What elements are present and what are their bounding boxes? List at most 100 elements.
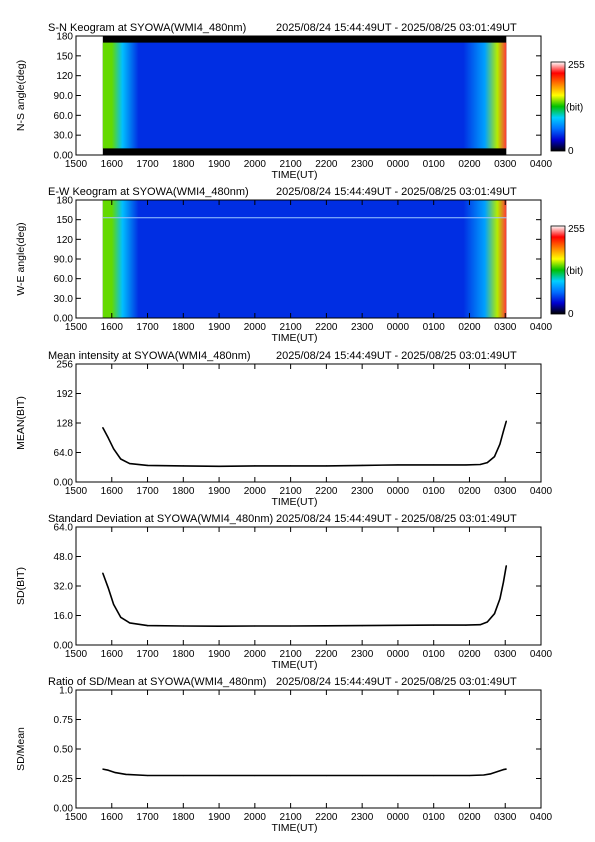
x-tick-label: 2000 [244,159,267,170]
panel-time-range: 2025/08/24 15:44:49UT - 2025/08/25 03:01… [276,186,517,198]
series-point [102,768,104,770]
y-tick-label: 30.0 [54,294,74,305]
x-tick-label: 0200 [458,649,481,660]
y-tick-label: 150 [56,51,73,62]
x-tick-label: 0000 [387,649,410,660]
series-point [102,427,104,429]
y-axis-label: N-S angle(deg) [15,60,27,131]
x-tick-label: 1800 [172,322,195,333]
series-point [218,625,220,627]
panel-3: Mean intensity at SYOWA(WMI4_480nm) 2025/… [15,350,553,508]
series-point [254,625,256,627]
series-point [479,463,481,466]
x-tick-label: 0400 [530,812,553,823]
x-tick-label: 0200 [458,322,481,333]
series-point [129,462,131,465]
x-axis-label: TIME(UT) [271,332,317,344]
series-point [146,774,149,777]
y-tick-label: 0.50 [54,745,74,756]
x-tick-label: 1700 [136,649,159,660]
x-axis-label: TIME(UT) [271,496,317,508]
series-point [505,768,507,770]
series-point [486,621,488,623]
series-point [499,443,501,445]
series-point [125,773,127,775]
y-tick-label: 192 [56,389,73,400]
x-tick-label: 2100 [279,486,302,497]
series-point [361,774,363,777]
x-tick-label: 2200 [315,812,338,823]
y-tick-label: 0.00 [54,641,74,652]
y-tick-label: 0.00 [54,804,74,815]
series-point [182,465,184,467]
x-tick-label: 0200 [458,159,481,170]
x-tick-label: 0100 [423,812,446,823]
x-tick-label: 1600 [101,649,124,660]
y-tick-label: 60.0 [54,111,74,122]
x-tick-label: 1900 [208,649,231,660]
x-tick-label: 0200 [458,812,481,823]
series-point [120,458,122,460]
colorbar-min-label: 0 [568,309,574,320]
x-axis-label: TIME(UT) [271,822,317,834]
series-point [433,464,435,466]
x-tick-label: 1500 [65,486,88,497]
y-tick-label: 60.0 [54,274,74,285]
panel-time-range: 2025/08/24 15:44:49UT - 2025/08/25 03:01… [276,513,517,525]
x-tick-label: 0300 [494,486,517,497]
y-tick-label: 180 [56,32,73,43]
series-line [102,420,508,468]
series-point [182,774,184,777]
series-point [397,624,399,626]
x-tick-label: 2300 [351,322,374,333]
series-point [490,773,492,775]
y-tick-label: 150 [56,215,73,226]
panel-1: S-N Keogram at SYOWA(WMI4_480nm) 2025/08/… [15,22,585,181]
panel-title: Ratio of SD/Mean at SYOWA(WMI4_480nm) [48,676,266,688]
plot-frame [75,689,542,809]
series-point [146,625,149,627]
panel-time-range: 2025/08/24 15:44:49UT - 2025/08/25 03:01… [276,22,517,34]
x-axis-label: TIME(UT) [271,169,317,181]
panel-time-range: 2025/08/24 15:44:49UT - 2025/08/25 03:01… [276,350,517,362]
series-point [502,581,505,583]
x-tick-label: 1500 [65,322,88,333]
series-point [361,625,363,627]
series-point [505,565,507,567]
series-point [146,464,149,467]
panel-5: Ratio of SD/Mean at SYOWA(WMI4_480nm) 202… [15,676,553,834]
y-tick-label: 180 [56,196,73,207]
x-tick-label: 0400 [530,486,553,497]
x-tick-label: 0000 [387,486,410,497]
colorbar [550,61,566,152]
x-tick-label: 2000 [244,649,267,660]
x-tick-label: 1800 [172,812,195,823]
x-tick-label: 2200 [315,649,338,660]
y-tick-label: 120 [56,71,73,82]
series-point [468,774,471,777]
series-point [397,464,399,466]
series-point [254,774,256,777]
series-point [465,624,467,626]
x-tick-label: 1700 [136,159,159,170]
x-tick-label: 1900 [208,812,231,823]
x-tick-label: 0400 [530,159,553,170]
x-tick-label: 2000 [244,812,267,823]
series-point [107,587,109,589]
y-tick-label: 48.0 [54,552,74,563]
series-point [112,603,115,606]
series-point [218,774,220,777]
x-tick-label: 1700 [136,322,159,333]
x-tick-label: 1600 [101,322,124,333]
series-point [483,774,485,776]
y-tick-label: 90.0 [54,91,74,102]
x-tick-label: 2300 [351,649,374,660]
x-tick-label: 1700 [136,812,159,823]
y-tick-label: 128 [56,419,73,430]
x-tick-label: 2100 [279,159,302,170]
series-point [218,465,220,467]
panel-time-range: 2025/08/24 15:44:49UT - 2025/08/25 03:01… [276,676,517,688]
series-point [465,464,467,466]
x-tick-label: 2200 [315,322,338,333]
x-tick-label: 0300 [494,812,517,823]
